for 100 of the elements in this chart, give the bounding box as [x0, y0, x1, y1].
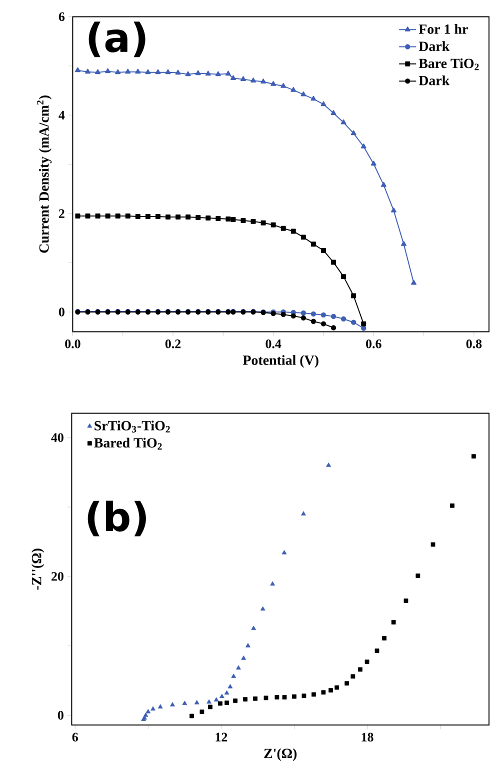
point [236, 665, 241, 670]
point [218, 701, 222, 706]
point [334, 685, 340, 690]
point [300, 234, 306, 240]
point [115, 214, 120, 219]
point [361, 326, 366, 331]
point [310, 311, 316, 317]
point [350, 130, 356, 136]
point [360, 144, 366, 148]
point [391, 620, 396, 624]
point [310, 96, 316, 101]
point [270, 222, 276, 228]
y-tick-label: 0 [58, 710, 64, 720]
y-axis-title: -Z''(Ω) [31, 548, 44, 590]
point [274, 695, 280, 700]
y-tick-label: 4 [58, 110, 65, 120]
point [374, 648, 380, 653]
point [370, 160, 376, 166]
point [416, 574, 420, 578]
point [115, 69, 121, 74]
point [105, 214, 110, 219]
point [300, 91, 306, 96]
point [310, 242, 316, 247]
point [195, 70, 201, 76]
point [186, 214, 191, 220]
point [471, 454, 476, 459]
point [243, 697, 248, 702]
point [330, 314, 336, 320]
point [361, 321, 366, 326]
point [380, 182, 386, 187]
y-tick-label: 0 [58, 308, 64, 316]
point [166, 214, 170, 220]
point [216, 216, 221, 221]
point [364, 660, 370, 664]
point [105, 68, 111, 74]
point [331, 260, 336, 265]
point [155, 69, 161, 74]
point [155, 214, 160, 220]
point [206, 216, 211, 220]
point [310, 318, 316, 324]
point [260, 220, 266, 226]
point [231, 674, 236, 678]
point [176, 214, 181, 220]
point [312, 692, 316, 697]
point [344, 681, 350, 686]
point [250, 218, 256, 224]
point [74, 67, 80, 72]
point [280, 226, 286, 231]
point [350, 320, 356, 325]
point [241, 656, 246, 660]
point [125, 214, 130, 219]
point [240, 218, 246, 223]
point [219, 694, 224, 698]
point [270, 581, 276, 586]
point [250, 78, 256, 82]
annotation: (b) [88, 500, 146, 536]
point [206, 699, 212, 704]
point [450, 503, 454, 508]
point [260, 606, 266, 611]
point [196, 215, 201, 220]
point [194, 700, 200, 704]
point [290, 313, 296, 319]
point [264, 696, 268, 700]
point [143, 712, 148, 717]
point [170, 702, 175, 706]
point [185, 71, 191, 76]
point [341, 274, 346, 280]
x-tick-label: 18 [362, 732, 374, 742]
point [208, 704, 212, 710]
legend-label: Bare TiO$_{2}$ [418, 58, 479, 70]
point [200, 710, 204, 714]
point [326, 462, 332, 467]
x-tick-label: 0.4 [266, 339, 282, 348]
point [135, 68, 141, 74]
point [230, 216, 236, 222]
point [292, 694, 296, 699]
legend-label: For 1 hr [418, 24, 468, 34]
point [382, 636, 387, 640]
point [320, 321, 326, 326]
point [290, 86, 296, 92]
point [301, 511, 306, 516]
point [95, 69, 101, 74]
point [340, 119, 346, 124]
y-axis-title: Current Density (mA/cm$^{2}$) [36, 96, 52, 253]
point [430, 542, 436, 547]
point [145, 214, 150, 220]
point [226, 216, 231, 222]
point [350, 674, 356, 679]
point [320, 101, 326, 106]
point [75, 214, 80, 219]
point [300, 315, 306, 321]
point [85, 68, 90, 74]
point [240, 76, 246, 82]
point [215, 71, 221, 76]
point [260, 78, 266, 84]
annotation: (a) [88, 22, 146, 58]
point [358, 667, 362, 672]
y-tick-label: 2 [59, 209, 64, 218]
y-tick-label: 6 [58, 12, 65, 22]
point [214, 697, 219, 702]
